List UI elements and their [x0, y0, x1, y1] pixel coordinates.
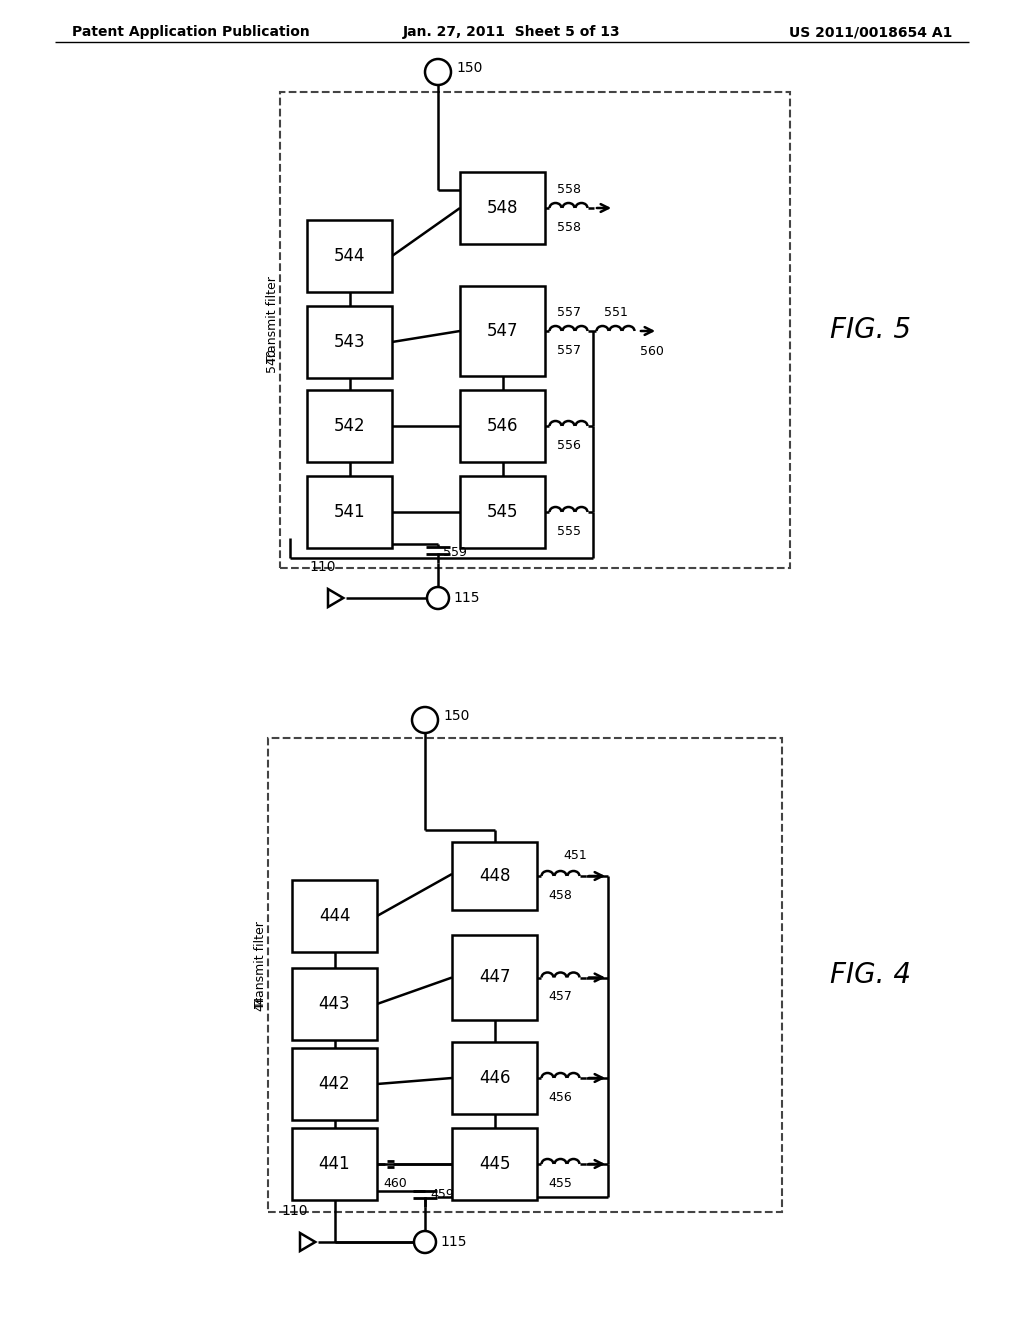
- Bar: [307, 306, 392, 378]
- Bar: [280, 92, 790, 568]
- Text: 442: 442: [318, 1074, 350, 1093]
- Text: 443: 443: [318, 995, 350, 1012]
- Text: FIG. 4: FIG. 4: [829, 961, 910, 989]
- Text: 541: 541: [334, 503, 366, 521]
- Text: 546: 546: [486, 417, 518, 436]
- Text: 542: 542: [334, 417, 366, 436]
- Text: Jan. 27, 2011  Sheet 5 of 13: Jan. 27, 2011 Sheet 5 of 13: [403, 25, 621, 40]
- Bar: [307, 220, 392, 292]
- Text: 150: 150: [456, 61, 482, 75]
- Bar: [460, 172, 545, 244]
- Text: 150: 150: [443, 709, 469, 723]
- Text: Patent Application Publication: Patent Application Publication: [72, 25, 309, 40]
- Text: 451: 451: [563, 849, 587, 862]
- Text: 447: 447: [479, 969, 510, 986]
- Text: Transmit filter: Transmit filter: [254, 921, 266, 1008]
- Text: 445: 445: [479, 1155, 510, 1173]
- Text: 540: 540: [265, 348, 279, 372]
- Text: 458: 458: [549, 888, 572, 902]
- Text: 557: 557: [556, 306, 581, 319]
- Text: 543: 543: [334, 333, 366, 351]
- Text: 559: 559: [443, 545, 467, 558]
- Text: 457: 457: [549, 990, 572, 1003]
- Text: 548: 548: [486, 199, 518, 216]
- Text: 446: 446: [479, 1069, 510, 1086]
- Text: 444: 444: [318, 907, 350, 925]
- Text: 110: 110: [282, 1204, 308, 1218]
- Text: 560: 560: [640, 345, 664, 358]
- Text: 544: 544: [334, 247, 366, 265]
- Bar: [292, 880, 377, 952]
- Text: 556: 556: [557, 440, 581, 451]
- Text: 110: 110: [309, 560, 336, 574]
- Circle shape: [414, 1232, 436, 1253]
- Bar: [460, 477, 545, 548]
- Bar: [452, 1129, 537, 1200]
- Text: US 2011/0018654 A1: US 2011/0018654 A1: [788, 25, 952, 40]
- Text: 551: 551: [603, 306, 628, 319]
- Bar: [452, 842, 537, 909]
- Bar: [452, 1041, 537, 1114]
- Text: 545: 545: [486, 503, 518, 521]
- Text: 460: 460: [383, 1177, 407, 1191]
- Text: 558: 558: [556, 183, 581, 195]
- Text: 555: 555: [556, 525, 581, 539]
- Text: 459: 459: [430, 1188, 454, 1200]
- Text: 44: 44: [254, 995, 266, 1011]
- Text: 547: 547: [486, 322, 518, 341]
- Circle shape: [425, 59, 451, 84]
- Text: 557: 557: [556, 345, 581, 356]
- Bar: [292, 1129, 377, 1200]
- Bar: [452, 935, 537, 1020]
- Text: 455: 455: [549, 1177, 572, 1191]
- Bar: [292, 1048, 377, 1119]
- Bar: [268, 738, 782, 1212]
- Circle shape: [427, 587, 449, 609]
- Bar: [307, 389, 392, 462]
- Text: 448: 448: [479, 867, 510, 884]
- Bar: [460, 389, 545, 462]
- Bar: [292, 968, 377, 1040]
- Text: Transmit filter: Transmit filter: [265, 277, 279, 363]
- Text: 558: 558: [556, 220, 581, 234]
- Text: 456: 456: [549, 1092, 572, 1104]
- Text: 441: 441: [318, 1155, 350, 1173]
- Bar: [307, 477, 392, 548]
- Text: 115: 115: [453, 591, 479, 605]
- Circle shape: [412, 708, 438, 733]
- Bar: [460, 286, 545, 376]
- Text: FIG. 5: FIG. 5: [829, 315, 910, 345]
- Text: 115: 115: [440, 1236, 467, 1249]
